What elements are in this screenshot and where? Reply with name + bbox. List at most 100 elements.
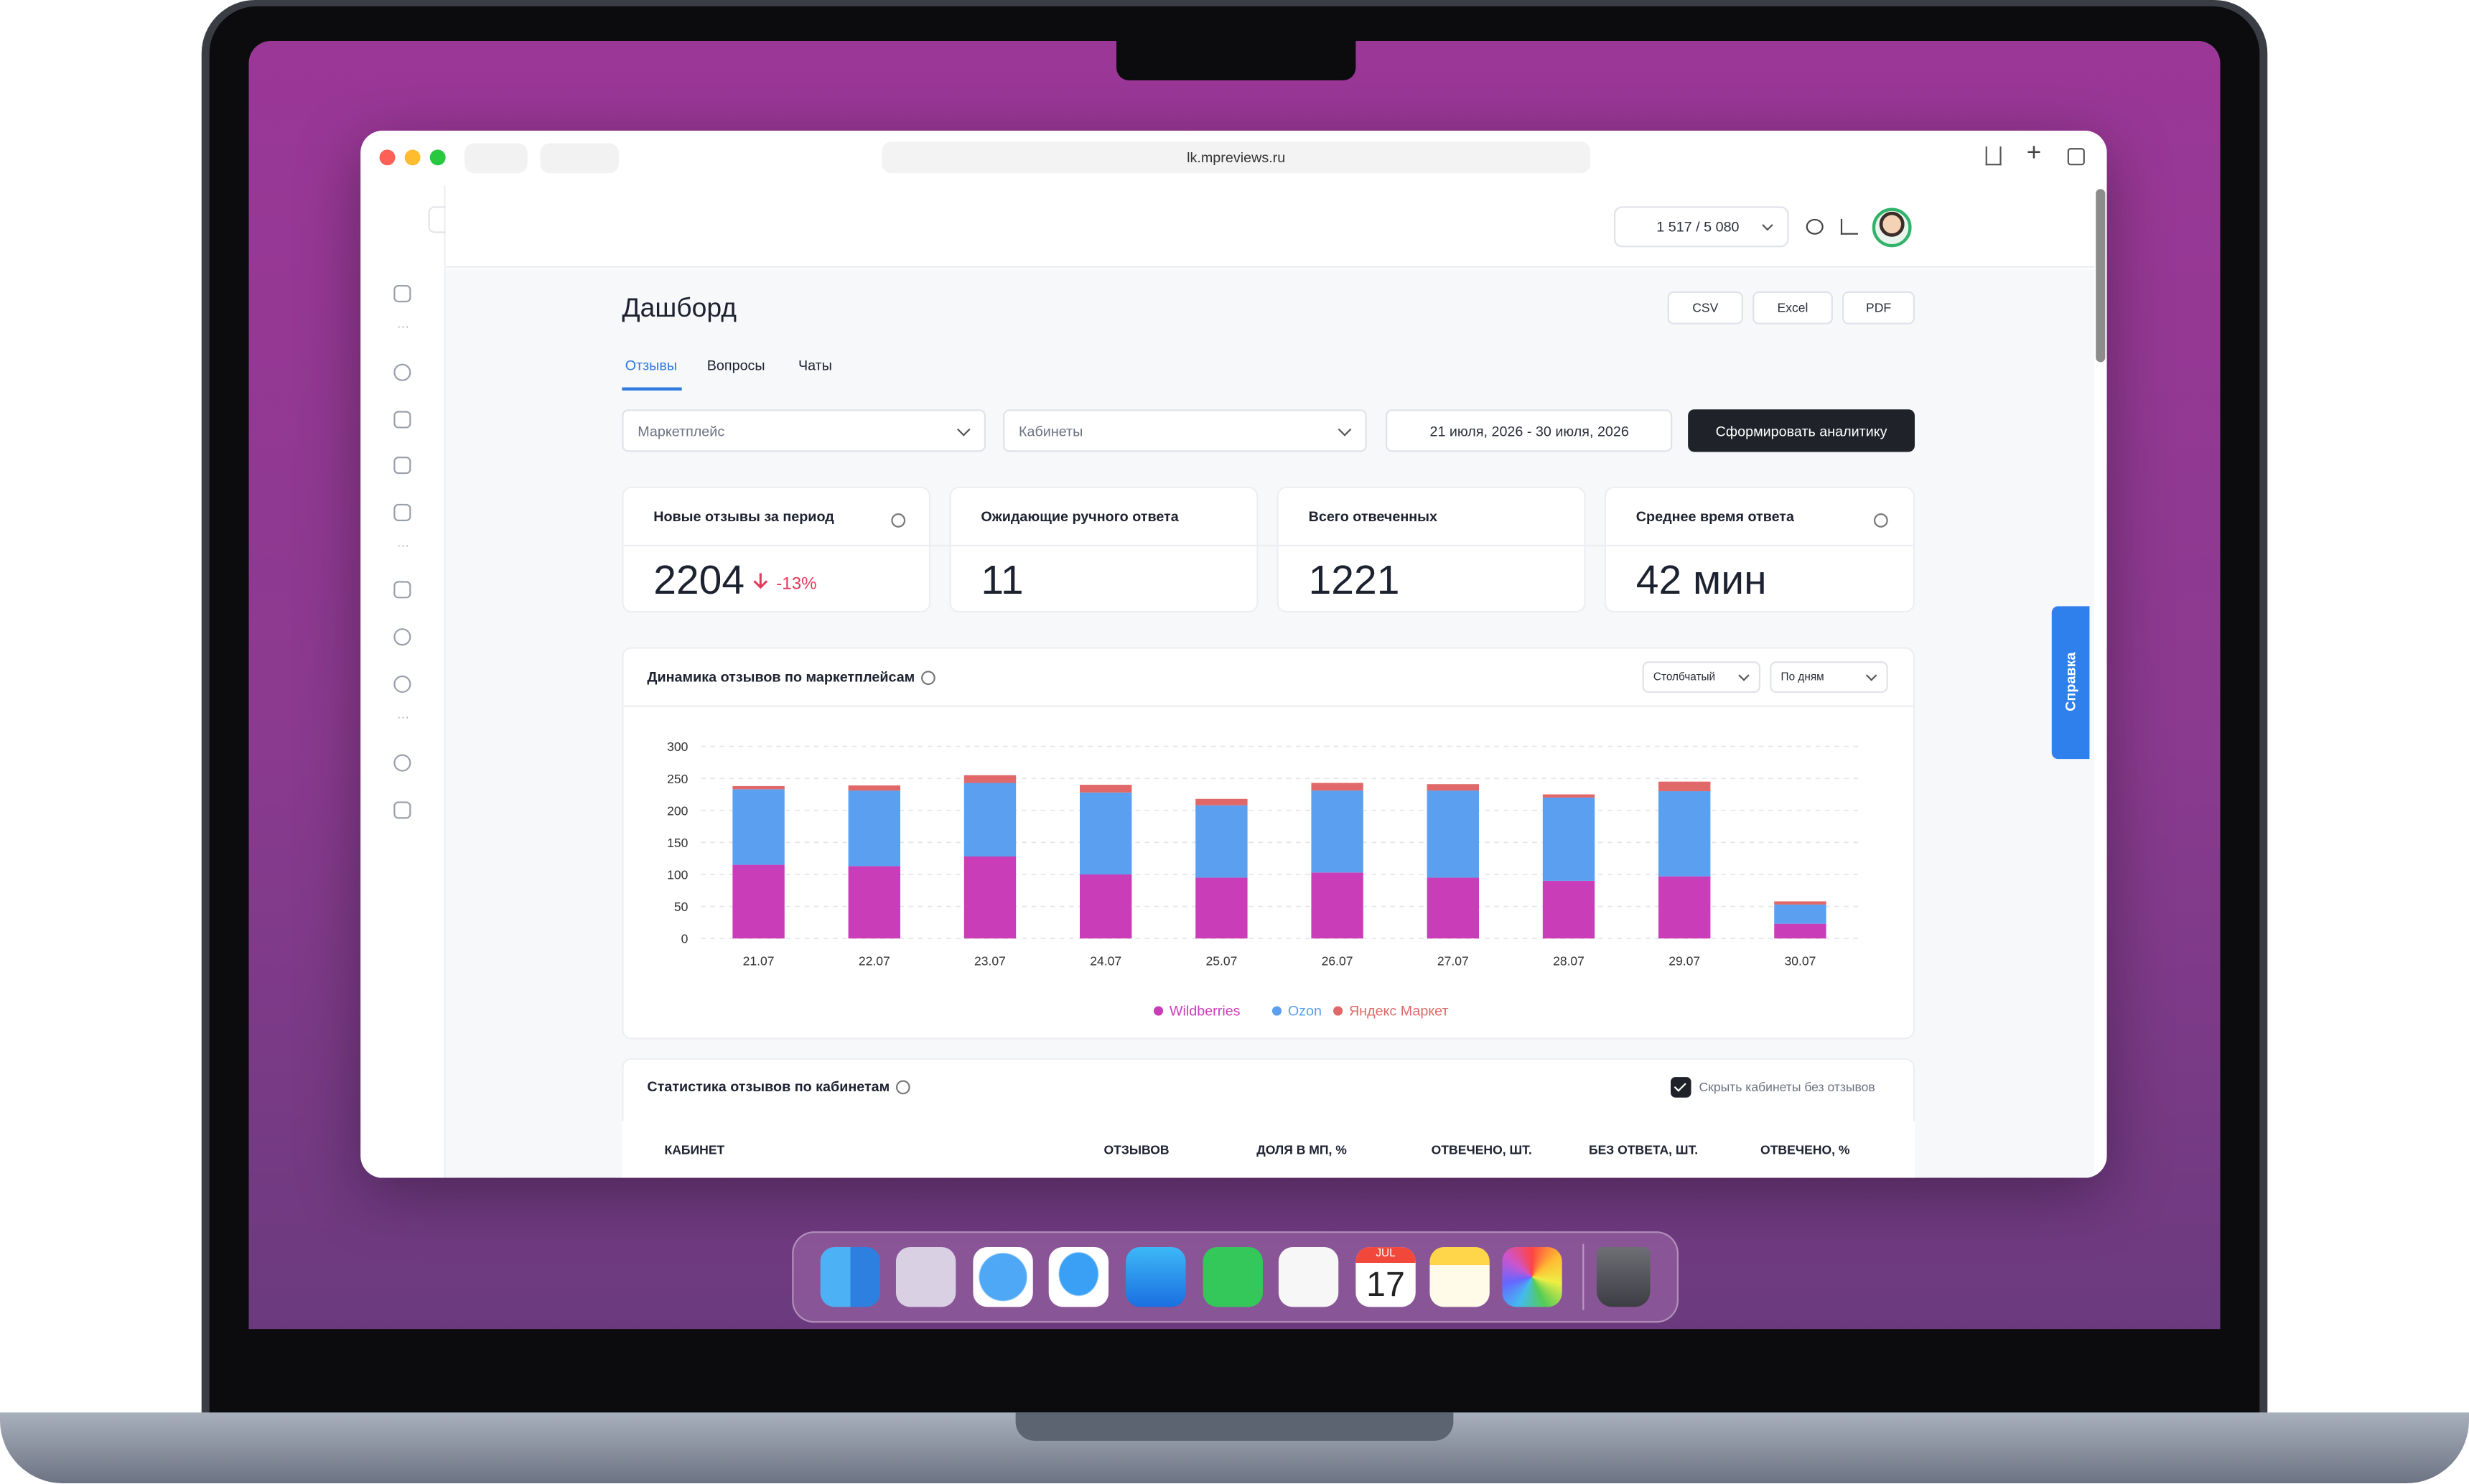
- help-label: Справка: [2063, 652, 2079, 711]
- trash-icon[interactable]: [1596, 1247, 1651, 1307]
- nav-buttons[interactable]: [540, 143, 619, 174]
- close-button[interactable]: [379, 149, 396, 166]
- chevron: [956, 421, 971, 436]
- column-header[interactable]: ОТВЕЧЕНО, ШТ.: [1431, 1143, 1532, 1158]
- bar-segment: [1427, 877, 1480, 939]
- info-icon[interactable]: [1867, 507, 1888, 535]
- date-range[interactable]: 21 июля, 2026 - 30 июля, 2026: [1386, 409, 1673, 452]
- submit-button[interactable]: Сформировать аналитику: [1688, 409, 1915, 452]
- down-arrow: [753, 573, 768, 589]
- base-notch: [1015, 1412, 1454, 1441]
- notes-icon[interactable]: [1429, 1247, 1490, 1307]
- cabinets-select[interactable]: Кабинеты: [1003, 409, 1367, 452]
- select-label: По дням: [1780, 671, 1824, 683]
- export-excel[interactable]: Excel: [1752, 291, 1833, 325]
- bar-segment: [963, 775, 1017, 783]
- dock-separator: [1582, 1243, 1584, 1310]
- launchpad-icon[interactable]: [895, 1247, 956, 1307]
- chart-type-select[interactable]: Столбчатый: [1642, 661, 1761, 694]
- y-tick-label: 0: [681, 932, 689, 946]
- address-bar[interactable]: lk.mpreviews.ru: [882, 141, 1591, 174]
- sidebar-toggle[interactable]: [465, 143, 528, 174]
- nav-separator: ···: [396, 538, 410, 553]
- chart-title: Динамика отзывов по маркетплейсам: [647, 669, 915, 686]
- reminders-icon[interactable]: [1278, 1247, 1339, 1307]
- nav-icon[interactable]: [393, 503, 411, 521]
- share-button[interactable]: [1985, 146, 2002, 166]
- nav-icon[interactable]: [393, 284, 411, 303]
- notch: [1116, 37, 1356, 80]
- column-header[interactable]: ОТЗЫВОВ: [1103, 1143, 1170, 1158]
- x-tick-label: 29.07: [1668, 953, 1700, 968]
- card-divider: [622, 705, 1915, 707]
- export-csv[interactable]: CSV: [1667, 291, 1743, 325]
- finder-icon[interactable]: [820, 1247, 881, 1307]
- chevron: [1338, 421, 1352, 436]
- new-tab-button[interactable]: +: [2026, 140, 2042, 167]
- balance-selector[interactable]: 1 517 / 5 080: [1614, 206, 1789, 248]
- nav-icon[interactable]: [393, 628, 411, 646]
- y-tick-label: 300: [667, 739, 689, 754]
- bar-segment: [1427, 790, 1480, 878]
- sidebar: ··· ··· ···: [360, 185, 455, 1178]
- bar-segment: [1542, 794, 1595, 798]
- safari-icon[interactable]: [973, 1247, 1033, 1307]
- photos-icon[interactable]: [1502, 1247, 1562, 1307]
- kpi-card: [1276, 486, 1586, 613]
- y-tick-label: 150: [667, 836, 689, 850]
- facetime-icon[interactable]: [1203, 1247, 1263, 1307]
- export-pdf[interactable]: PDF: [1842, 291, 1915, 325]
- nav-icon[interactable]: [393, 754, 411, 772]
- column-header[interactable]: ОТВЕЧЕНО, %: [1760, 1143, 1850, 1158]
- legend-label: Wildberries: [1170, 1004, 1241, 1019]
- stats-button[interactable]: [1840, 218, 1859, 235]
- info-icon[interactable]: [885, 507, 906, 535]
- nav-icon[interactable]: [393, 411, 411, 429]
- x-tick-label: 22.07: [859, 953, 890, 968]
- bar-segment: [1658, 876, 1711, 939]
- select-label: Маркетплейс: [638, 422, 725, 439]
- toolbar: lk.mpreviews.ru +: [360, 131, 2107, 186]
- nav-icon[interactable]: [393, 363, 411, 381]
- nav-icon[interactable]: [393, 581, 411, 599]
- calendar-icon[interactable]: JUL 17: [1355, 1247, 1416, 1307]
- tab[interactable]: Чаты: [798, 357, 832, 373]
- nav-icon[interactable]: [393, 457, 411, 475]
- marketplace-select[interactable]: Маркетплейс: [622, 409, 986, 452]
- nav-separator: ···: [396, 710, 410, 724]
- calendar-day: 17: [1366, 1264, 1405, 1305]
- bar-segment: [1195, 798, 1248, 806]
- bar-segment: [1195, 877, 1248, 939]
- scrollbar-track: [2094, 185, 2107, 1178]
- mail-icon[interactable]: [1126, 1247, 1186, 1307]
- bar-segment: [1658, 781, 1711, 792]
- bar-segment: [1080, 785, 1132, 793]
- kpi-label: Всего отвеченных: [1308, 508, 1438, 525]
- nav-icon[interactable]: [393, 801, 411, 819]
- zoom-button[interactable]: [429, 149, 446, 166]
- kpi-value: 2204: [653, 556, 745, 604]
- chat-button[interactable]: [1806, 218, 1824, 235]
- chart-title-row: Динамика отзывов по маркетплейсам: [647, 669, 935, 686]
- x-tick-label: 27.07: [1437, 953, 1469, 968]
- column-header[interactable]: ДОЛЯ В МП, %: [1256, 1143, 1347, 1158]
- kpi-value: 1221: [1308, 556, 1400, 604]
- scrollbar-thumb[interactable]: [2096, 189, 2106, 363]
- column-header[interactable]: БЕЗ ОТВЕТА, ШТ.: [1588, 1143, 1699, 1158]
- page-title: Дашборд: [622, 292, 737, 323]
- bar-segment: [1311, 783, 1363, 791]
- period-select[interactable]: По дням: [1770, 661, 1888, 694]
- tab[interactable]: Вопросы: [706, 357, 765, 373]
- messages-icon[interactable]: [1048, 1247, 1109, 1307]
- avatar[interactable]: [1872, 207, 1912, 248]
- bar-segment: [1080, 874, 1132, 939]
- column-header[interactable]: КАБИНЕТ: [664, 1143, 725, 1158]
- table-title: Статистика отзывов по кабинетам: [647, 1078, 890, 1095]
- x-tick-label: 30.07: [1784, 953, 1816, 968]
- minimize-button[interactable]: [404, 149, 421, 166]
- tabs-button[interactable]: [2067, 148, 2085, 166]
- checkbox[interactable]: [1671, 1077, 1691, 1098]
- help-tab[interactable]: Справка: [2051, 606, 2090, 760]
- nav-icon[interactable]: [393, 675, 411, 694]
- tab[interactable]: Отзывы: [625, 357, 678, 373]
